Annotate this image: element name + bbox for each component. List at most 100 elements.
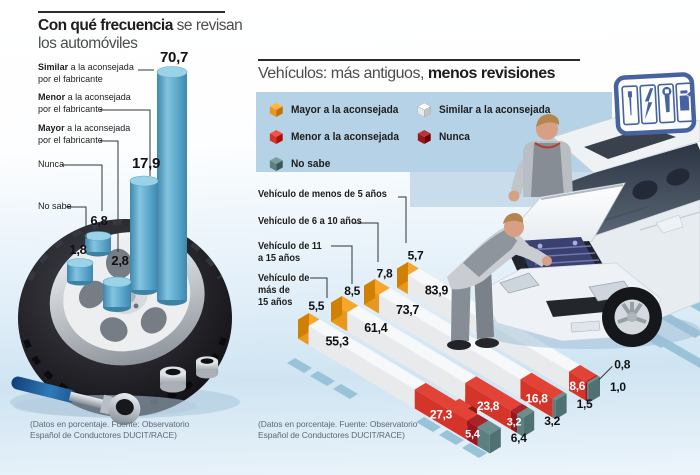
bar-segment [467,414,489,447]
segment-front [520,379,553,418]
bar-value-label: 16,8 [526,391,549,405]
legend-cube-icon [269,130,283,144]
bar-segment [331,296,359,332]
bar-segment [520,372,564,418]
segment-front [477,427,490,454]
segment-top [552,392,567,401]
bar-value-label: 6,4 [511,431,527,445]
segment-cap [589,377,600,403]
bar-value-label: 27,3 [430,408,453,422]
segment-top [347,305,477,383]
segment-front [517,414,524,437]
bar-value-label: 73,7 [396,303,419,317]
hair [536,114,560,127]
cube-left [269,160,277,171]
side-mirror [655,214,684,234]
legend-item-mayor: Mayor a la aconsejada [268,101,398,119]
socket-bit-icon [160,366,186,393]
legend-item-similar: Similar a la aconsejada [416,101,550,119]
left-chart-value: 1,8 [69,242,87,257]
bar-value-label: 0,8 [614,357,630,371]
left-label-nunca: Nunca [38,159,65,170]
arm [509,241,549,267]
category-mas-15: Vehículo de más de 15 años [258,272,310,308]
segment-top [585,374,599,383]
left-leader-lines [62,69,154,252]
bar-segment [517,407,535,437]
legend-item-menor: Menor a la aconsejada [268,128,399,146]
stacked-bar-labels: 5,7 83,9 8,6 0,8 1,0 7,8 73,7 16,8 1,5 8,5 61,4 23,… [308,248,631,445]
socket-bit-icon [196,356,219,379]
bar-value-label: 23,8 [477,399,500,413]
right-source-note: (Datos en porcentaje. Fuente: Observator… [258,419,418,440]
cylinder-bar [102,276,132,312]
segment-front [587,382,589,403]
vest [463,229,519,277]
legend-cube-icon [417,102,432,118]
left-title-rule [38,11,225,13]
bar-segment [397,262,419,295]
segment-top [587,375,600,384]
cube-left [269,106,277,117]
segment-front [465,382,511,430]
tools-illustration [11,356,219,426]
service-sign [613,72,697,136]
mechanic-bending [447,213,552,350]
right-chart-title: Vehículos: más antiguos, menos revisione… [258,65,556,83]
segment-front [510,410,518,434]
car-sunroof [584,127,676,159]
segment-cap [489,427,501,454]
segment-top [477,420,501,435]
left-chart-title: Con qué frecuencia se revisan los automó… [38,17,243,53]
left-label-nosabe: No sabe [38,201,72,212]
left-label-similar: Similar a la aconsejada por el fabricante [38,62,134,85]
bar-segment [569,365,597,401]
left-title-bold: Con qué frecuencia [38,17,173,34]
legend-cube-icon [417,130,431,144]
bar-value-label: 3,2 [544,414,560,428]
wrench-icon [657,83,676,124]
screwdriver-icon [621,85,640,126]
segment-top [414,382,479,421]
segment-top [467,414,489,428]
bar-segment [585,374,599,402]
hair [503,213,524,224]
bar-value-label: 5,4 [465,429,481,441]
left-title-rest: se revisan [172,17,243,34]
bar-segment [552,392,567,420]
left-chart-value: 70,7 [160,49,188,66]
cube-right [424,133,431,144]
legend-item-nunca: Nunca [416,128,470,146]
cylinder-bar [156,66,188,306]
segment-front [414,389,468,440]
segment-front [569,371,586,401]
bar-segment [298,313,320,345]
bar-segment [364,279,390,314]
socket-wrench-icon [11,376,141,426]
right-title-rule [258,59,580,61]
cube-right [276,106,283,117]
right-title-normal: Vehículos: más antiguos, [258,65,428,82]
category-6-10: Vehículo de 6 a 10 años [258,215,362,227]
left-source-note: (Datos en porcentaje. Fuente: Observator… [30,419,190,440]
cube-right [276,133,283,144]
segment-cap [331,296,342,322]
segment-top [308,319,426,390]
segment-front [308,325,415,409]
shoe [475,338,499,348]
cylinder-bar [84,231,112,257]
legend-cube-icon [269,103,283,117]
bar-segment [510,403,529,434]
bar-segment [347,305,477,402]
category-menos-5: Vehículo de menos de 5 años [258,188,387,200]
cube-left [269,133,277,144]
bar-value-label: 61,4 [364,321,387,335]
hand [508,190,520,202]
segment-cap [397,262,408,288]
left-chart-value: 17,9 [132,155,160,172]
bar-segment [587,375,600,403]
bar-segment [414,382,479,440]
segment-front [552,398,556,420]
segment-top [520,372,564,399]
segment-top [517,407,535,418]
